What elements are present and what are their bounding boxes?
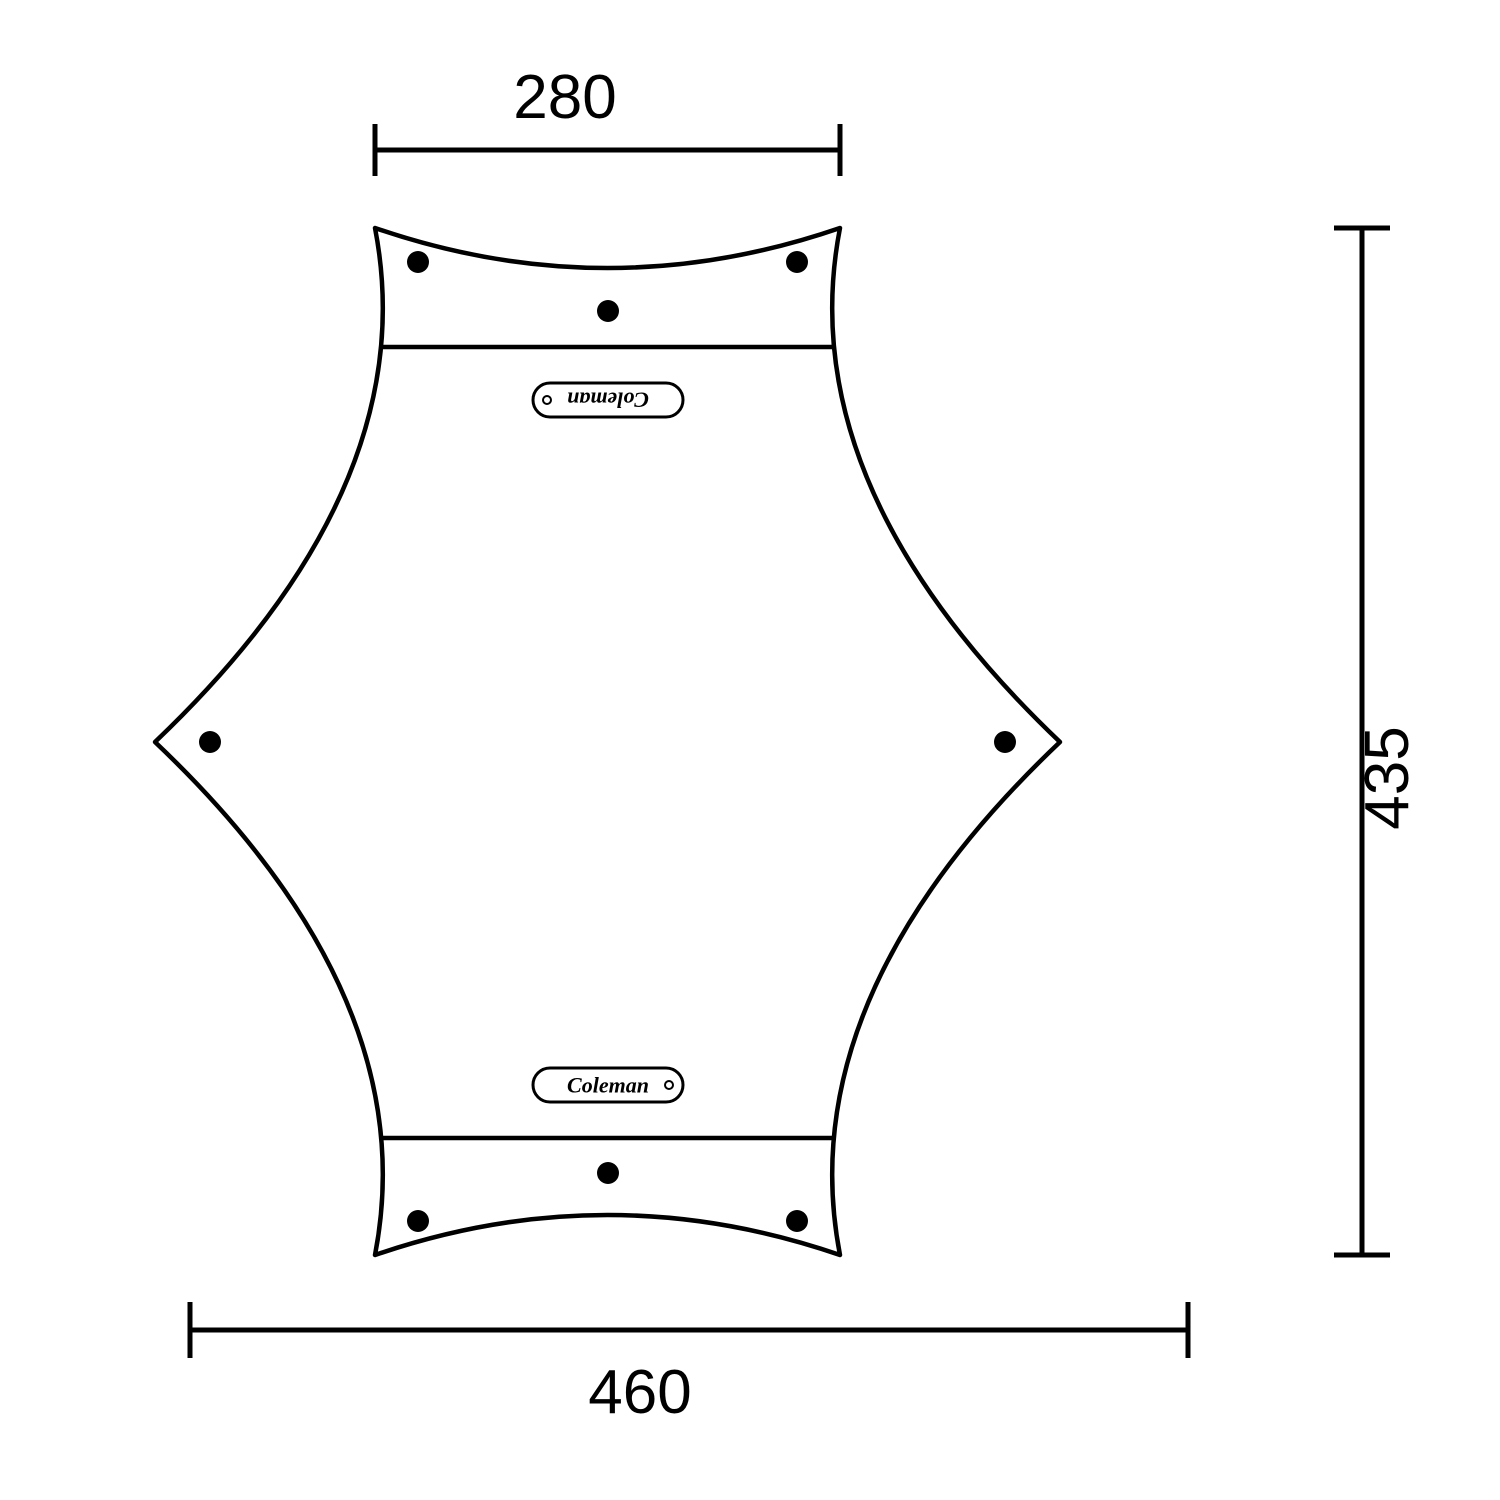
stake-dot [994,731,1016,753]
dim-label-top: 280 [513,63,616,132]
brand-badge: Coleman [533,383,683,417]
stake-dot [407,1210,429,1232]
stake-dot [786,251,808,273]
brand-badge: Coleman [533,1068,683,1102]
stake-dot [597,300,619,322]
dim-label-right: 435 [1353,726,1422,829]
stake-dot [597,1162,619,1184]
stake-dot [786,1210,808,1232]
dim-label-bottom: 460 [588,1358,691,1427]
stake-dot [199,731,221,753]
brand-label: Coleman [567,388,649,413]
brand-label: Coleman [567,1073,649,1098]
stake-dot [407,251,429,273]
